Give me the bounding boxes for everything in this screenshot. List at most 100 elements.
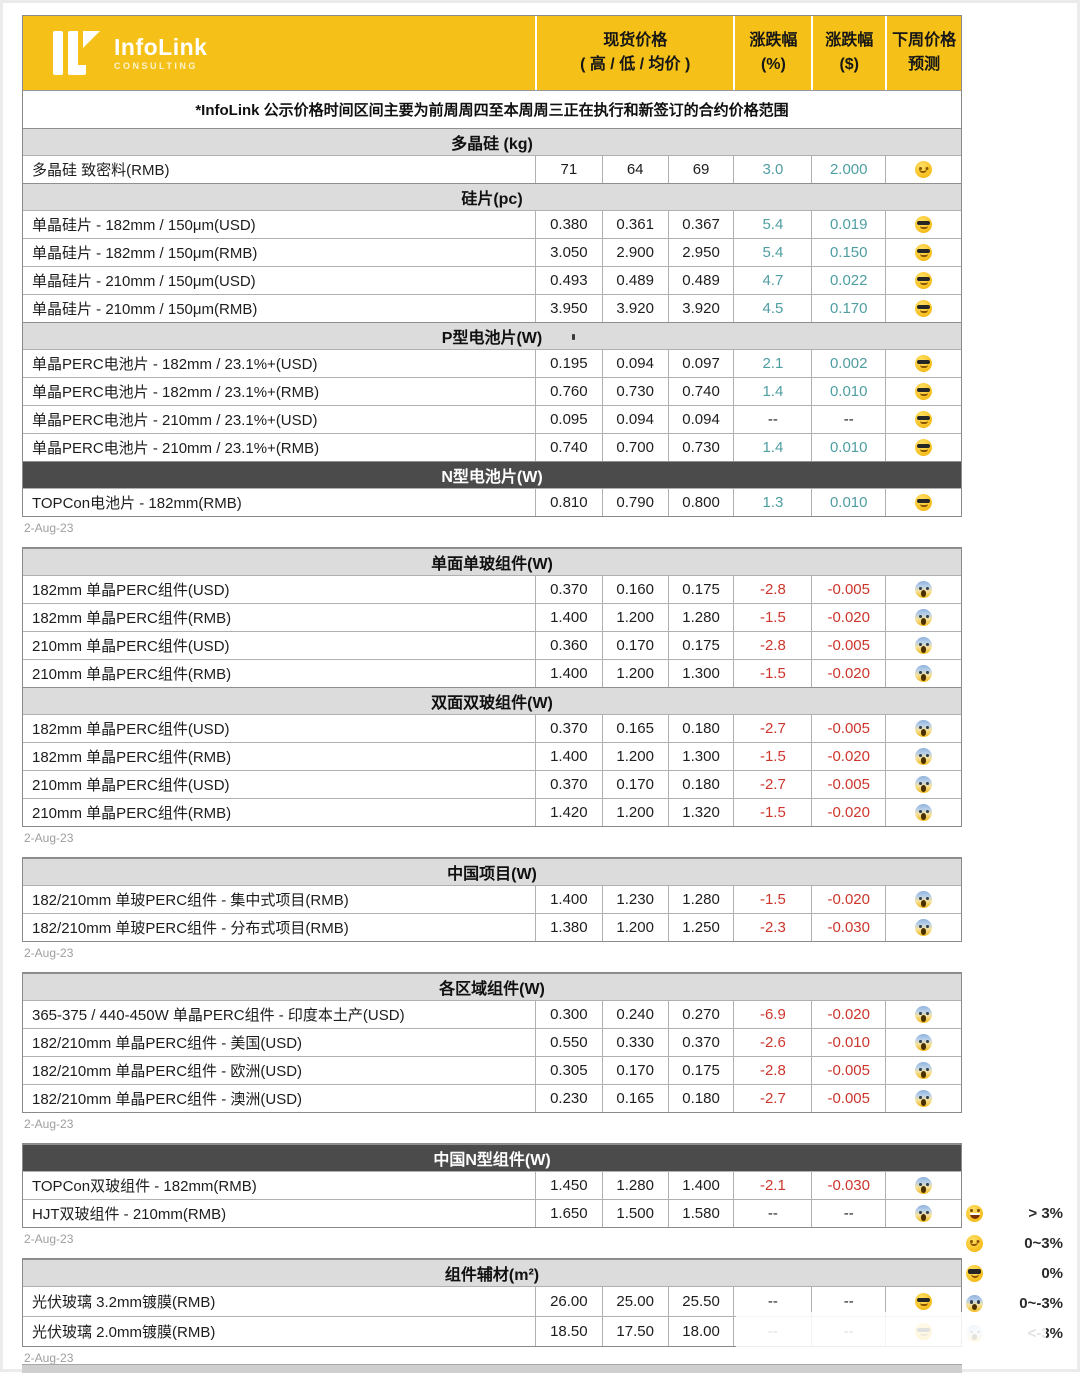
emoji-scream-icon xyxy=(915,665,933,682)
cell-change-pct: -6.9 xyxy=(733,1001,811,1028)
price-row: 单晶PERC电池片 - 210mm / 23.1%+(RMB) 0.740 0.70… xyxy=(23,433,961,461)
cell-low: 25.00 xyxy=(601,1287,668,1316)
cell-high: 3.950 xyxy=(534,295,602,322)
row-label: 光伏玻璃 2.0mm镀膜(RMB) xyxy=(32,1324,216,1341)
date-stamp: 2-Aug-23 xyxy=(24,946,74,960)
block-sections-0: 多晶硅 (kg) 多晶硅 致密料(RMB) 71 64 69 3.0 2.000 硅片(pc)… xyxy=(23,128,961,516)
section-header: P型电池片(W) xyxy=(23,322,961,349)
cell-avg: 1.400 xyxy=(667,1172,734,1199)
legend-item: > 3% xyxy=(966,1198,1063,1228)
legend-label: 0% xyxy=(1041,1264,1063,1282)
column-header-forecast: 下周价格 预测 xyxy=(885,16,961,90)
cell-avg: 1.300 xyxy=(667,743,734,770)
price-row: 365-375 / 440-450W 单晶PERC组件 - 印度本土产(USD)… xyxy=(23,1000,961,1028)
cell-change-pct: 1.4 xyxy=(733,434,811,461)
cell-avg: 69 xyxy=(667,156,734,183)
row-label: 365-375 / 440-450W 单晶PERC组件 - 印度本土产(USD) xyxy=(32,1007,405,1024)
cell-high: 0.550 xyxy=(534,1029,602,1056)
price-row: 210mm 单晶PERC组件(RMB) 1.420 1.200 1.320 -1.5 -0… xyxy=(23,798,961,826)
cell-low: 3.920 xyxy=(601,295,668,322)
emoji-scream-icon xyxy=(915,1177,933,1194)
cell-low: 0.165 xyxy=(601,715,668,742)
table-block: 中国N型组件(W) TOPCon双玻组件 - 182mm(RMB) 1.450 1.2… xyxy=(22,1143,962,1228)
price-row: 单晶硅片 - 182mm / 150μm(RMB) 3.050 2.900 2.950… xyxy=(23,238,961,266)
cell-change-pct: -- xyxy=(733,1200,811,1227)
change-usd-title: 涨跌幅 xyxy=(825,32,874,49)
emoji-scream-icon xyxy=(915,748,933,765)
cell-high: 0.380 xyxy=(534,211,602,238)
table-block: 中国项目(W) 182/210mm 单玻PERC组件 - 集中式项目(RMB) 1.… xyxy=(22,857,962,942)
cell-high: 1.400 xyxy=(534,886,602,913)
cell-change-pct: -2.1 xyxy=(733,1172,811,1199)
price-table-page: InfoLink CONSULTING 现货价格 ( 高 / 低 / 均价 ) … xyxy=(22,15,962,1377)
legend-label: 0~-3% xyxy=(1019,1294,1063,1312)
cell-avg: 0.097 xyxy=(667,350,734,377)
cell-change-pct: -- xyxy=(733,406,811,433)
price-note: *InfoLink 公示价格时间区间主要为前周周四至本周周三正在执行和新签订的合… xyxy=(23,90,961,128)
cell-forecast xyxy=(885,295,961,322)
price-row: 多晶硅 致密料(RMB) 71 64 69 3.0 2.000 xyxy=(23,155,961,183)
cell-low: 1.200 xyxy=(601,660,668,687)
cell-low: 0.489 xyxy=(601,267,668,294)
cell-change-usd: 0.150 xyxy=(811,239,885,266)
row-label: 210mm 单晶PERC组件(RMB) xyxy=(32,805,232,822)
price-row: 182mm 单晶PERC组件(RMB) 1.400 1.200 1.300 -1.5 -0… xyxy=(23,742,961,770)
cell-change-usd: -0.005 xyxy=(811,1085,885,1112)
cell-change-usd: -- xyxy=(811,1287,885,1316)
cell-change-usd: -0.005 xyxy=(811,576,885,603)
legend-item: 0% xyxy=(966,1258,1063,1288)
forecast-title: 下周价格 xyxy=(892,32,957,49)
forecast-subtitle: 预测 xyxy=(908,56,941,73)
legend-label: > 3% xyxy=(1028,1204,1063,1222)
emoji-sunglasses-icon xyxy=(915,1293,933,1310)
infolink-logo-icon xyxy=(53,30,101,76)
cell-forecast xyxy=(885,771,961,798)
date-stamp: 2-Aug-23 xyxy=(24,1351,74,1365)
row-label: 210mm 单晶PERC组件(USD) xyxy=(32,638,230,655)
price-row: TOPCon双玻组件 - 182mm(RMB) 1.450 1.280 1.400 -2… xyxy=(23,1171,961,1199)
cell-low: 0.730 xyxy=(601,378,668,405)
price-row: 光伏玻璃 3.2mm镀膜(RMB) 26.00 25.00 25.50 -- -- xyxy=(23,1286,961,1316)
cell-low: 64 xyxy=(601,156,668,183)
cell-high: 0.810 xyxy=(534,489,602,516)
row-label: 单晶PERC电池片 - 210mm / 23.1%+(RMB) xyxy=(32,440,320,457)
price-row: 182mm 单晶PERC组件(RMB) 1.400 1.200 1.280 -1.5 -0… xyxy=(23,603,961,631)
logo-text: InfoLink CONSULTING xyxy=(114,35,207,71)
column-header-change-pct: 涨跌幅 (%) xyxy=(733,16,811,90)
emoji-smile-icon xyxy=(915,161,933,178)
cell-change-pct: 3.0 xyxy=(733,156,811,183)
section-header: 硅片(pc) xyxy=(23,183,961,210)
table-block: 组件辅材(m²) 光伏玻璃 3.2mm镀膜(RMB) 26.00 25.00 25.50… xyxy=(22,1258,962,1347)
price-row: 单晶PERC电池片 - 210mm / 23.1%+(USD) 0.095 0.09… xyxy=(23,405,961,433)
spot-price-title: 现货价格 xyxy=(603,32,668,49)
section-header: 各区域组件(W) xyxy=(23,973,961,1000)
cell-change-pct: 5.4 xyxy=(733,211,811,238)
row-label: 光伏玻璃 3.2mm镀膜(RMB) xyxy=(32,1294,216,1311)
section-header: N型电池片(W) xyxy=(23,461,961,488)
row-label: 182mm 单晶PERC组件(RMB) xyxy=(32,610,232,627)
price-row: 182/210mm 单晶PERC组件 - 美国(USD) 0.550 0.330 0.… xyxy=(23,1028,961,1056)
cell-change-usd: -0.020 xyxy=(811,604,885,631)
row-label: 单晶硅片 - 210mm / 150μm(RMB) xyxy=(32,301,258,318)
cell-change-pct: 1.4 xyxy=(733,378,811,405)
cell-forecast xyxy=(885,799,961,826)
row-label: 210mm 单晶PERC组件(USD) xyxy=(32,777,230,794)
cell-high: 1.400 xyxy=(534,743,602,770)
cell-high: 0.370 xyxy=(534,576,602,603)
section-header: 单面单玻组件(W) xyxy=(23,548,961,575)
section-header: 中国N型组件(W) xyxy=(23,1144,961,1171)
cell-change-usd: -0.020 xyxy=(811,799,885,826)
emoji-smile-icon xyxy=(966,1234,983,1252)
price-row: 210mm 单晶PERC组件(RMB) 1.400 1.200 1.300 -1.5 -0… xyxy=(23,659,961,687)
cell-change-pct: 4.7 xyxy=(733,267,811,294)
cell-forecast xyxy=(885,489,961,516)
cell-change-pct: -2.6 xyxy=(733,1029,811,1056)
cell-avg: 1.250 xyxy=(667,914,734,941)
cell-forecast xyxy=(885,1001,961,1028)
cell-high: 0.300 xyxy=(534,1001,602,1028)
cell-change-usd: 0.010 xyxy=(811,434,885,461)
emoji-scream-icon xyxy=(915,1062,933,1079)
cell-avg: 0.730 xyxy=(667,434,734,461)
cell-forecast xyxy=(885,406,961,433)
stray-mark xyxy=(572,334,575,340)
